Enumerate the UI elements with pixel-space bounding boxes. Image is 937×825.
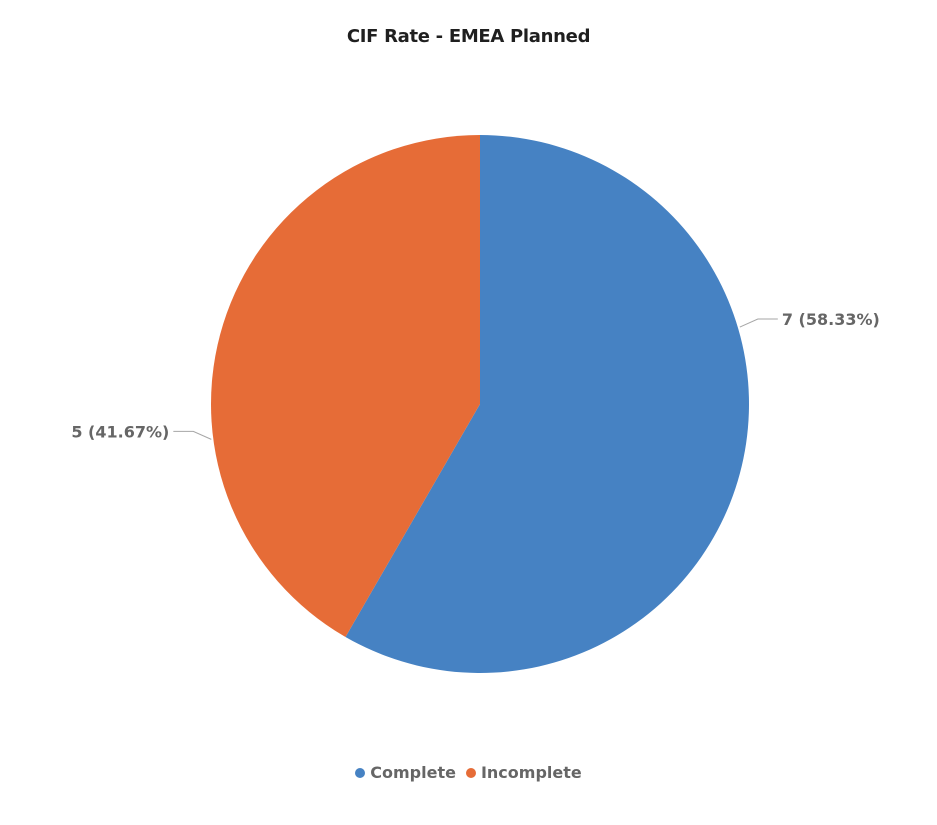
legend-item-incomplete[interactable]: Incomplete [465,763,582,782]
data-label-incomplete: 5 (41.67%) [71,422,169,441]
legend-label-complete: Complete [370,763,456,782]
data-label-complete: 7 (58.33%) [782,310,880,329]
pie-slice-complete[interactable] [345,135,749,673]
leader-line-complete [739,318,778,328]
leader-line-incomplete [173,430,212,440]
legend-label-incomplete: Incomplete [480,763,582,782]
legend-item-complete[interactable]: Complete [355,763,456,782]
data-labels: 7 (58.33%) 5 (41.67%) [71,310,879,441]
legend: Complete Incomplete [0,763,937,782]
chart-title: CIF Rate - EMEA Planned [346,26,591,47]
legend-marker-complete [355,767,366,778]
legend-marker-incomplete [465,767,476,778]
pie-slices [211,135,749,673]
leader-lines [173,318,778,440]
pie-slice-incomplete[interactable] [211,135,480,637]
